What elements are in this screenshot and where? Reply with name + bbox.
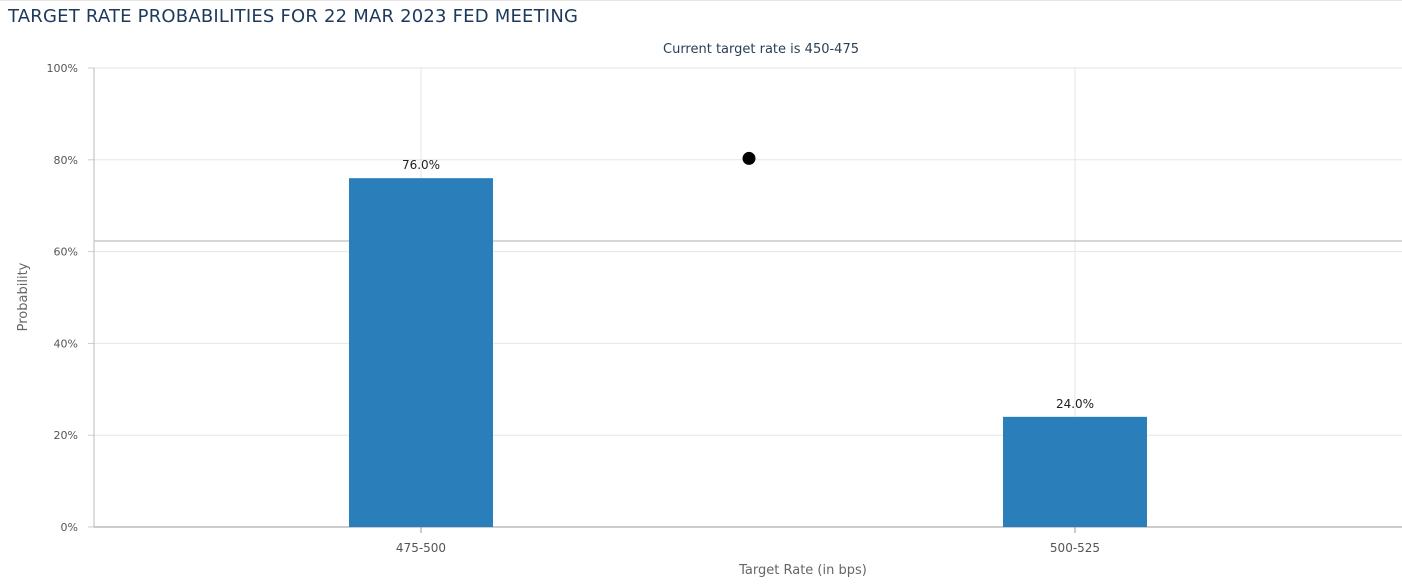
y-tick-label: 40% bbox=[54, 337, 78, 350]
bar-layer bbox=[349, 178, 1147, 527]
y-tick-label: 100% bbox=[47, 62, 78, 75]
label-layer: 76.0% 24.0% bbox=[402, 151, 1094, 411]
bar-475-500[interactable] bbox=[349, 178, 493, 527]
axis-layer: 0% 20% 40% 60% 80% 100% 475-500 500-525 bbox=[47, 62, 1402, 555]
y-tick-label: 20% bbox=[54, 429, 78, 442]
marker-dot bbox=[742, 151, 756, 165]
chart-subtitle: Current target rate is 450-475 bbox=[663, 42, 859, 57]
bar-data-label: 76.0% bbox=[402, 158, 440, 172]
y-tick-label: 80% bbox=[54, 154, 78, 167]
page-title: TARGET RATE PROBABILITIES FOR 22 MAR 202… bbox=[8, 6, 579, 27]
top-rule bbox=[0, 0, 1402, 1]
x-category-label: 500-525 bbox=[1050, 541, 1100, 555]
x-axis-title: Target Rate (in bps) bbox=[738, 563, 867, 578]
y-axis-title: Probability bbox=[16, 262, 31, 331]
x-category-label: 475-500 bbox=[396, 541, 446, 555]
grid-layer bbox=[94, 67, 1402, 527]
y-tick-label: 60% bbox=[54, 246, 78, 259]
y-tick-label: 0% bbox=[61, 521, 78, 534]
bar-data-label: 24.0% bbox=[1056, 397, 1094, 411]
bar-500-525[interactable] bbox=[1003, 416, 1147, 527]
